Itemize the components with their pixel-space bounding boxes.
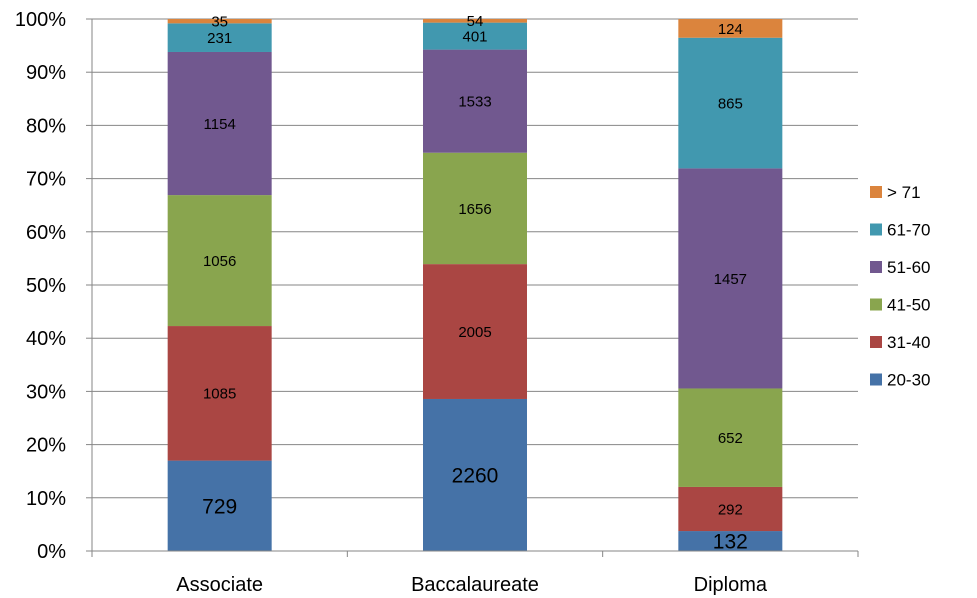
bar-segment xyxy=(167,460,272,551)
y-tick-label: 30% xyxy=(26,381,66,403)
y-tick-label: 10% xyxy=(26,488,66,510)
legend-label: 41-50 xyxy=(887,296,930,315)
legend: > 71 61-70 51-60 41-50 31-40 20-30 xyxy=(870,183,930,390)
legend-label: 20-30 xyxy=(887,371,930,390)
data-label: 292 xyxy=(718,501,743,518)
legend-label: > 71 xyxy=(887,183,921,202)
y-tick-label: 60% xyxy=(26,222,66,244)
bar-segment xyxy=(423,49,527,153)
data-label: 54 xyxy=(467,13,484,30)
bar-segment xyxy=(678,531,783,551)
bar-segment xyxy=(423,398,527,551)
axes xyxy=(91,19,859,557)
data-label: 1085 xyxy=(203,386,236,403)
y-tick-label: 80% xyxy=(26,115,66,137)
bar-segment xyxy=(167,51,272,196)
bars xyxy=(167,19,783,551)
bar-segment xyxy=(678,388,783,487)
y-tick-label: 0% xyxy=(37,541,66,563)
legend-swatch xyxy=(870,373,882,386)
data-label: 1656 xyxy=(458,201,491,218)
data-label: 729 xyxy=(202,495,237,518)
legend-swatch xyxy=(870,186,882,198)
data-label: 1457 xyxy=(714,271,747,288)
data-label: 2005 xyxy=(458,324,491,341)
x-axis-categories: Associate Baccalaureate Diploma xyxy=(176,574,768,596)
y-tick-label: 100% xyxy=(15,9,66,31)
legend-label: 61-70 xyxy=(887,221,930,240)
x-category-label: Diploma xyxy=(694,574,768,596)
data-label: 2260 xyxy=(452,465,499,488)
data-label: 652 xyxy=(718,430,743,447)
data-label: 124 xyxy=(718,21,743,38)
x-category-label: Associate xyxy=(176,574,263,596)
bar-segment xyxy=(678,37,783,169)
legend-swatch xyxy=(870,336,882,348)
data-label: 35 xyxy=(211,14,228,31)
legend-label: 51-60 xyxy=(887,258,930,277)
bar-segment xyxy=(167,195,272,327)
legend-swatch xyxy=(870,261,882,273)
legend-swatch xyxy=(870,223,882,236)
x-category-label: Baccalaureate xyxy=(411,574,539,596)
data-label: 401 xyxy=(462,29,487,46)
y-tick-label: 20% xyxy=(26,435,66,457)
bar-segment xyxy=(678,168,783,389)
y-tick-label: 50% xyxy=(26,275,66,297)
bar-segment xyxy=(167,326,272,461)
y-axis-ticks: 0% 10% 20% 30% 40% 50% 60% 70% 80% 90% 100% xyxy=(15,9,92,563)
bar-segment xyxy=(167,19,272,24)
data-label: 132 xyxy=(713,531,748,554)
bar-segment xyxy=(678,19,783,38)
y-tick-label: 40% xyxy=(26,328,66,350)
data-label: 1056 xyxy=(203,253,236,270)
data-label: 865 xyxy=(718,95,743,112)
y-tick-label: 90% xyxy=(26,62,66,84)
bar-segment xyxy=(423,22,527,50)
bar-segment xyxy=(423,264,527,399)
bar-segment xyxy=(423,152,527,265)
legend-label: 31-40 xyxy=(887,333,930,352)
data-label: 231 xyxy=(207,30,232,47)
bar-segment xyxy=(423,19,527,23)
data-label: 1154 xyxy=(204,116,236,133)
y-tick-label: 70% xyxy=(26,169,66,191)
data-label: 1533 xyxy=(458,94,491,111)
bar-segment xyxy=(167,23,272,52)
legend-swatch xyxy=(870,298,882,311)
bar-segment xyxy=(678,486,783,532)
